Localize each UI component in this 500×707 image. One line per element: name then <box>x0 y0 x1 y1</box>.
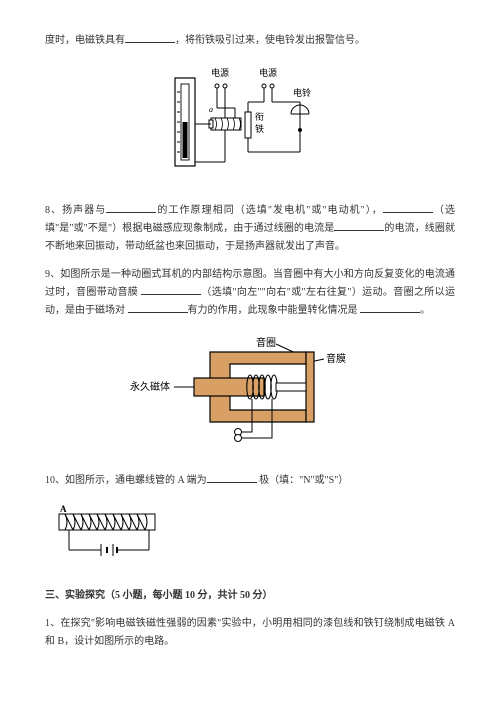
blank-q9-2 <box>128 303 188 313</box>
svg-text:a: a <box>209 105 213 114</box>
q9-svg: 音圈 音膜 永久磁体 <box>130 332 370 447</box>
blank-q10 <box>207 473 257 483</box>
q9-d: 。 <box>420 305 430 316</box>
blank-q9-1 <box>141 285 201 295</box>
q7-l1a: 度时，电磁铁具有 <box>45 35 125 46</box>
label-ps1: 电源 <box>211 67 229 78</box>
blank-q8-3 <box>334 221 384 231</box>
q7-figure: 电源 电源 a 衔 铁 电铃 <box>45 62 455 184</box>
label-coil: 音圈 <box>256 336 276 349</box>
blank-q8-2 <box>383 203 433 213</box>
section3-title: 三、实验探究（5 小题，每小题 10 分，共计 50 分） <box>45 587 455 605</box>
section3-q1: 1、在探究"影响电磁铁磁性强弱的因素"实验中，小明用相同的漆包线和铁钉绕制成电磁… <box>45 615 455 651</box>
q8-text: 8、扬声器与的工作原理相同（选填"发电机"或"电动机"），（选填"是"或"不是"… <box>45 202 455 256</box>
q9-c: 有力的作用，此现象中能量转化情况是 <box>188 305 361 316</box>
q10-text: 10、如图所示，通电螺线管的 A 端为 极（填："N"或"S"） <box>45 472 455 490</box>
q7-l1b: ，将衔铁吸引过来，使电铃发出报警信号。 <box>175 35 365 46</box>
q7-svg: 电源 电源 a 衔 铁 电铃 <box>165 62 335 177</box>
label-magnet: 永久磁体 <box>130 380 170 393</box>
q10-a: 10、如图所示，通电螺线管的 A 端为 <box>45 475 207 486</box>
q9-figure: 音圈 音膜 永久磁体 <box>45 332 455 454</box>
label-ps2: 电源 <box>259 67 277 78</box>
q10-svg: A <box>57 502 167 562</box>
q7-text: 度时，电磁铁具有 ，将衔铁吸引过来，使电铃发出报警信号。 <box>45 32 455 50</box>
blank-q7 <box>125 33 175 43</box>
label-armature2: 铁 <box>255 123 264 134</box>
label-bell: 电铃 <box>293 87 311 98</box>
q8-a: 8、扬声器与 <box>45 205 106 216</box>
blank-q9-3 <box>360 303 420 313</box>
label-a: A <box>60 504 67 514</box>
q8-b: 的工作原理相同（选填"发电机"或"电动机"）， <box>156 205 383 216</box>
q9-text: 9、如图所示是一种动圈式耳机的内部结构示意图。当音圈中有大小和方向反复变化的电流… <box>45 266 455 320</box>
label-armature1: 衔 <box>255 111 264 122</box>
blank-q8-1 <box>106 203 156 213</box>
q10-figure: A <box>57 502 455 569</box>
q10-b: 极（填："N"或"S"） <box>257 475 349 486</box>
label-membrane: 音膜 <box>326 352 346 365</box>
